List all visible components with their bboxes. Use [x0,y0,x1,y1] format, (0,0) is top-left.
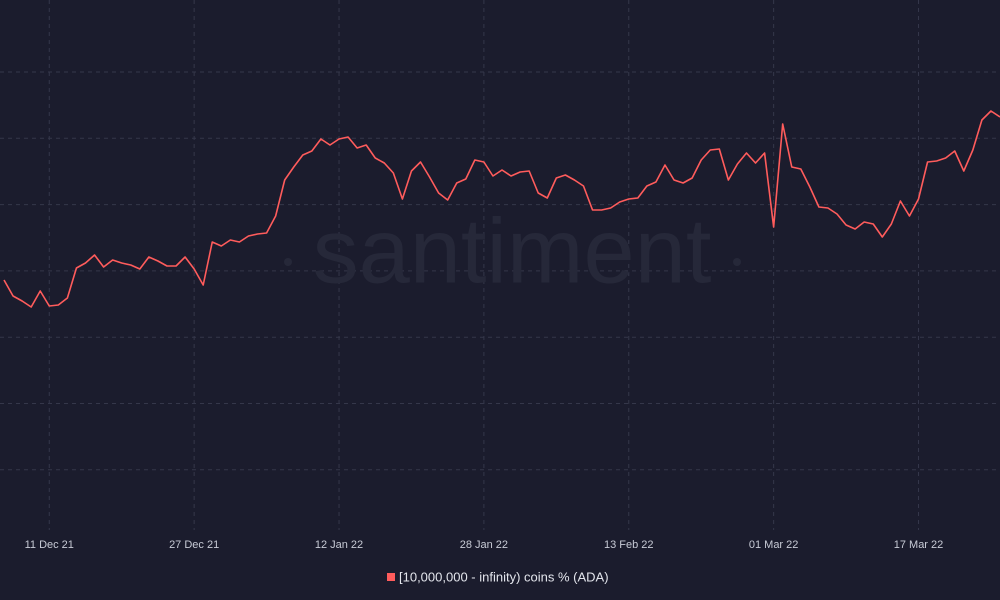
legend-swatch [387,573,395,581]
x-tick-label: 17 Mar 22 [894,539,944,551]
x-tick-label: 01 Mar 22 [749,539,799,551]
x-tick-label: 27 Dec 21 [169,539,219,551]
x-tick-label: 12 Jan 22 [315,539,363,551]
x-tick-label: 13 Feb 22 [604,539,654,551]
x-tick-label: 28 Jan 22 [460,539,508,551]
watermark-dot [733,258,741,266]
legend-label: [10,000,000 - infinity) coins % (ADA) [399,569,609,584]
watermark: santiment [313,200,712,302]
x-tick-label: 11 Dec 21 [25,539,74,551]
grid [0,0,1000,530]
line-series [3,110,1000,308]
watermark-dot [284,258,292,266]
